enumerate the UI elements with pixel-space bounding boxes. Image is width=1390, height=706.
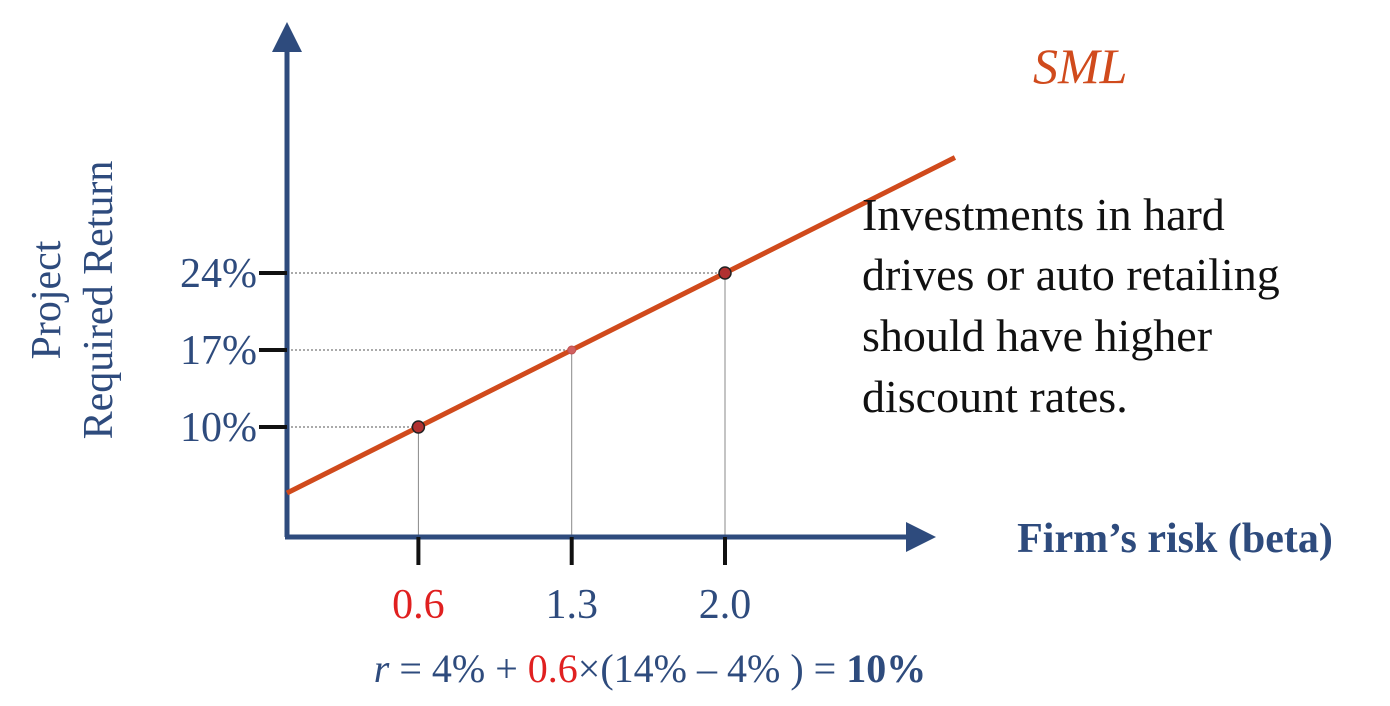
y-tick-label: 17% (180, 328, 257, 374)
formula-part-2: ×(14% – 4% ) = (578, 646, 846, 691)
y-axis-label-line-2: Required Return (76, 161, 122, 440)
annotation-line-1: Investments in hard (862, 189, 1225, 240)
annotation-line-3: should have higher (862, 310, 1212, 361)
y-tick-label: 24% (180, 251, 257, 297)
formula-beta: 0.6 (528, 646, 578, 691)
x-tick-label: 2.0 (699, 582, 752, 628)
x-axis-label: Firm’s risk (beta) (1017, 516, 1333, 562)
data-point (411, 420, 426, 434)
data-point (567, 345, 577, 355)
formula-r: r (374, 646, 390, 691)
sml-line-label: SML (1033, 38, 1127, 94)
tick-labels: 10% 0.6 17% 1.3 24% 2.0 (180, 251, 751, 628)
x-tick-label: 0.6 (392, 582, 445, 628)
formula-part-1: = 4% + (389, 646, 527, 691)
annotation: Investments in hard drives or auto retai… (862, 189, 1280, 422)
annotation-line-2: drives or auto retailing (862, 249, 1280, 300)
guide-lines (287, 272, 726, 537)
highlighted-points (411, 266, 732, 434)
sml-line (285, 155, 957, 496)
annotation-line-4: discount rates. (862, 371, 1128, 422)
formula-result: 10% (846, 646, 926, 691)
x-tick-label: 1.3 (545, 582, 598, 628)
y-axis-label-line-1: Project (24, 240, 70, 359)
y-tick-label: 10% (180, 405, 257, 451)
y-axis-label: Project Required Return (24, 161, 122, 440)
axis-ticks (259, 271, 727, 565)
data-point (718, 266, 732, 280)
formula: r = 4% + 0.6×(14% – 4% ) = 10% (374, 646, 926, 691)
